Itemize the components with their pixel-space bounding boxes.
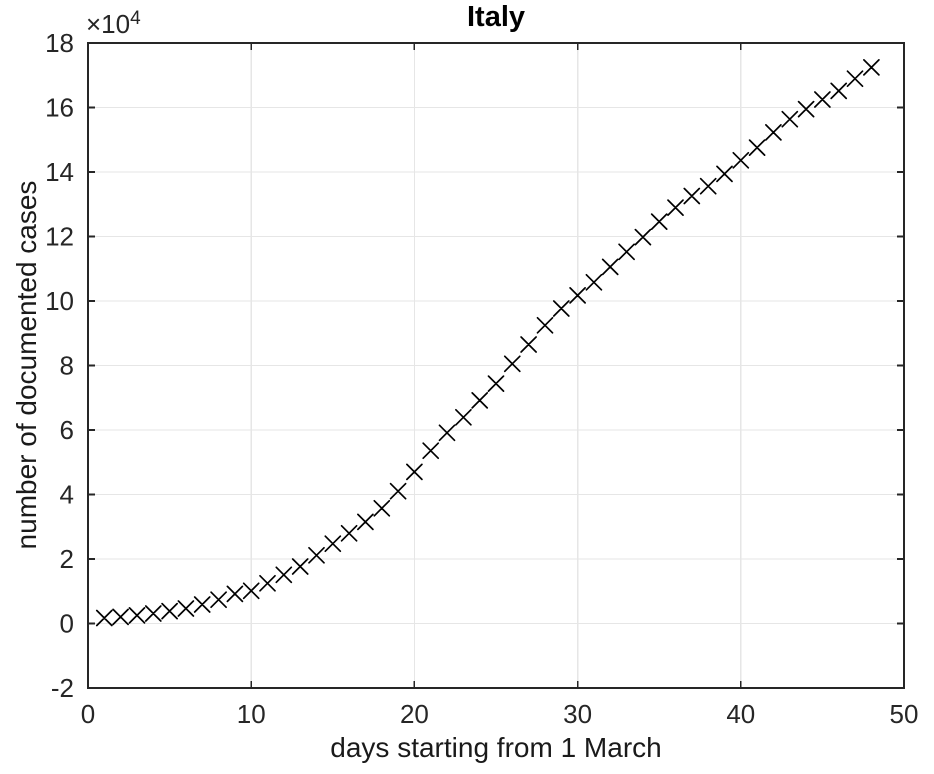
y-tick-label: 18 [45, 28, 74, 58]
x-tick-label: 10 [237, 699, 266, 729]
y-tick-label: 4 [60, 480, 74, 510]
y-axis-label: number of documented cases [11, 180, 42, 550]
x-tick-label: 30 [563, 699, 592, 729]
x-tick-label: 40 [726, 699, 755, 729]
y-tick-label: 6 [60, 415, 74, 445]
chart-title: Italy [466, 1, 526, 33]
y-tick-label: 10 [45, 286, 74, 316]
y-tick-label: 12 [45, 222, 74, 252]
y-tick-label: 0 [60, 609, 74, 639]
y-axis-exponent-power: 4 [130, 8, 141, 29]
y-axis-exponent-label: ×104 [86, 8, 141, 39]
y-axis-exponent-base: ×10 [86, 9, 131, 39]
y-tick-label: 16 [45, 93, 74, 123]
y-tick-label: 8 [60, 351, 74, 381]
y-tick-label: -2 [51, 673, 74, 703]
x-tick-label: 0 [81, 699, 95, 729]
data-markers [95, 59, 880, 627]
x-axis-label: days starting from 1 March [330, 732, 662, 763]
x-tick-label: 50 [890, 699, 919, 729]
x-tick-label: 20 [400, 699, 429, 729]
y-tick-label: 2 [60, 544, 74, 574]
y-tick-label: 14 [45, 157, 74, 187]
